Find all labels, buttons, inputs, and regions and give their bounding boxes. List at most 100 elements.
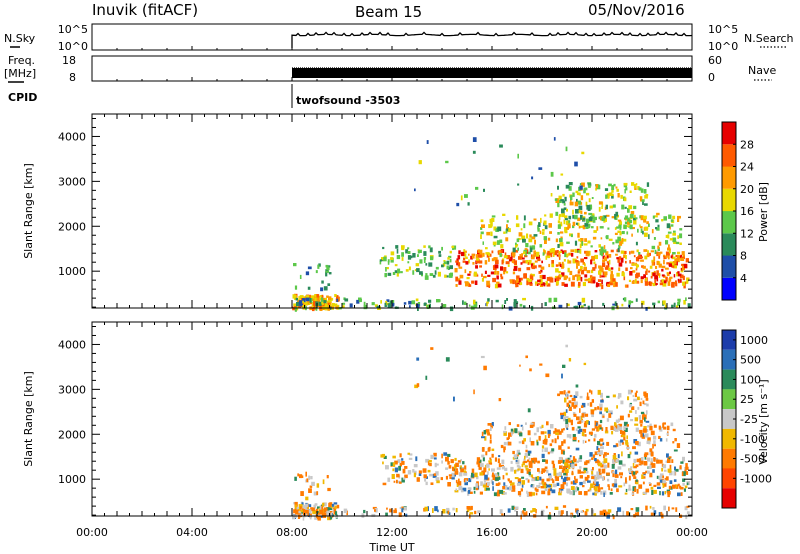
echo-cell [559, 391, 564, 395]
echo-cell [325, 270, 330, 273]
echo-cell [562, 482, 566, 485]
echo-cell [556, 482, 560, 486]
echo-cell [417, 254, 419, 257]
echo-cell [453, 473, 456, 477]
echo-cell [292, 294, 296, 299]
echo-cell [623, 421, 628, 427]
echo-cell [441, 264, 444, 268]
echo-cell [427, 461, 430, 466]
echo-cell [456, 262, 459, 266]
echo-cell [325, 271, 328, 277]
echo-cell [612, 459, 616, 464]
echo-cell [318, 295, 321, 299]
echo-cell [656, 459, 660, 464]
echo-cell [482, 252, 485, 257]
echo-cell [560, 199, 564, 202]
echo-cell [575, 404, 578, 408]
echo-cell [572, 275, 575, 281]
echo-cell [501, 460, 504, 464]
velocity-colorbar-label: Velocity [m s⁻¹] [757, 379, 770, 464]
echo-cell [443, 260, 446, 263]
echo-cell [565, 344, 568, 348]
echo-cell [642, 433, 645, 437]
echo-cell [650, 430, 655, 436]
echo-cell [589, 389, 591, 393]
echo-cell [449, 306, 454, 312]
echo-cell [331, 503, 334, 507]
echo-cell [613, 183, 616, 187]
echo-cell [668, 506, 670, 512]
echo-cell [591, 476, 595, 480]
echo-cell [487, 274, 491, 277]
echo-cell [489, 253, 492, 257]
y-tick-label: 2000 [58, 428, 86, 441]
echo-cell [594, 250, 598, 253]
echo-cell [663, 280, 667, 284]
echo-cell [298, 300, 303, 305]
echo-cell [504, 467, 508, 471]
echo-cell [593, 216, 597, 221]
echo-cell [430, 347, 434, 350]
echo-cell [516, 238, 520, 243]
echo-cell [300, 509, 303, 513]
colorbar-segment [722, 144, 736, 167]
echo-cell [667, 247, 671, 251]
echo-cell [532, 273, 535, 277]
echo-cell [591, 457, 594, 460]
echo-cell [404, 506, 407, 511]
echo-cell [480, 234, 482, 239]
echo-cell [652, 282, 656, 287]
echo-cell [672, 428, 676, 432]
echo-cell [592, 467, 594, 471]
echo-cell [640, 433, 643, 438]
echo-cell [480, 355, 485, 359]
echo-cell [572, 221, 576, 227]
echo-cell [656, 227, 660, 231]
echo-cell [536, 476, 540, 480]
echo-cell [475, 483, 479, 488]
echo-cell [452, 468, 455, 472]
echo-cell [632, 471, 636, 475]
colorbar-tick-label: -500 [740, 453, 765, 466]
echo-cell [542, 229, 545, 232]
echo-cell [426, 304, 430, 309]
echo-cell [479, 491, 483, 495]
echo-cell [585, 251, 590, 257]
echo-cell [640, 188, 644, 193]
echo-cell [563, 219, 566, 225]
echo-cell [522, 238, 526, 243]
echo-cell [553, 250, 558, 256]
echo-cell [309, 485, 313, 488]
echo-cell [652, 302, 656, 306]
echo-cell [334, 505, 337, 510]
echo-cell [471, 468, 475, 474]
echo-cell [415, 456, 418, 462]
echo-cell [472, 137, 477, 142]
echo-cell [557, 460, 561, 464]
echo-cell [668, 278, 672, 282]
echo-cell [594, 481, 599, 487]
echo-cell [588, 205, 593, 210]
echo-cell [432, 508, 434, 513]
echo-cell [632, 463, 635, 468]
echo-cell [609, 492, 613, 495]
echo-cell [401, 245, 405, 249]
echo-cell [455, 468, 458, 471]
echo-cell [376, 305, 381, 309]
echo-cell [295, 509, 299, 515]
echo-cell [489, 434, 492, 440]
echo-cell [401, 461, 405, 465]
echo-cell [599, 266, 603, 272]
echo-cell [633, 398, 638, 402]
echo-cell [669, 276, 673, 279]
echo-cell [563, 439, 566, 444]
echo-cell [544, 214, 547, 217]
echo-cell [418, 470, 422, 474]
echo-cell [448, 255, 452, 258]
echo-cell [589, 452, 593, 457]
echo-cell [596, 471, 600, 476]
echo-cell [662, 300, 666, 305]
echo-cell [525, 355, 528, 359]
echo-cell [313, 301, 317, 306]
